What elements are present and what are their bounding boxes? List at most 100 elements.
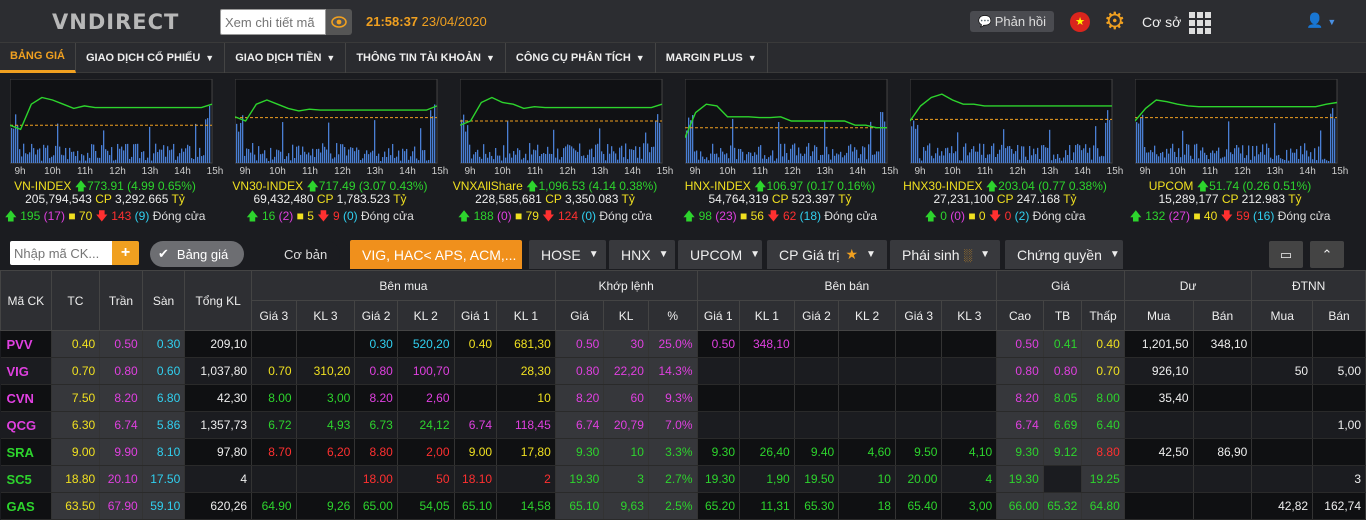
stock-detail-search-input[interactable] [220, 9, 326, 35]
volume-bar [420, 128, 422, 163]
menu-item-5[interactable]: MARGIN PLUS ▼ [656, 42, 768, 73]
menu-item-4[interactable]: CÔNG CỤ PHÂN TÍCH ▼ [506, 42, 656, 73]
vndirect-logo[interactable]: VNDIRECT [52, 10, 180, 34]
x-tick-label: 13h [592, 166, 609, 177]
tab-3[interactable]: UPCOM ▼ [678, 240, 762, 269]
table-row[interactable]: VIG 0.70 0.80 0.60 1,037,80 0.70 310,20 0.80 100… [0, 357, 1366, 385]
volume-bar [880, 111, 882, 163]
volume-bar [513, 151, 515, 163]
add-stock-button[interactable]: + [112, 241, 139, 265]
column-header[interactable]: KL 1 [496, 300, 556, 331]
column-header[interactable]: Giá 1 [696, 300, 741, 331]
table-row[interactable]: SRA 9.00 9.90 8.10 97,80 8.70 6,20 8.80 2,00 9.00… [0, 438, 1366, 466]
volume-bar [77, 150, 79, 163]
mode-label[interactable]: Cơ sở [1142, 14, 1182, 30]
tab-0[interactable]: VIG, HAC< APS, ACM,... [350, 240, 522, 269]
menu-item-1[interactable]: GIAO DỊCH CỔ PHIẾU ▼ [76, 42, 226, 73]
column-header[interactable]: KL 2 [838, 300, 896, 331]
stock-symbol[interactable]: VIG [0, 357, 52, 385]
column-header[interactable]: TB [1042, 300, 1083, 331]
stock-symbol[interactable]: PVV [0, 330, 52, 358]
table-cell: 1,00 [1312, 411, 1366, 439]
stock-code-input[interactable] [10, 241, 112, 265]
index-chart-5[interactable]: 9h 10h 11h 12h 13h 14h 15h UPCOM 🡅51.74 (0.26 0… [1130, 79, 1348, 229]
table-cell: 65.00 [354, 492, 398, 520]
column-header[interactable]: Mua [1251, 300, 1314, 331]
user-icon[interactable]: 👤 ▼ [1306, 12, 1337, 28]
feedback-button[interactable]: 💬 Phản hồi [970, 11, 1054, 32]
volume-bar [424, 150, 426, 163]
column-header[interactable]: Thấp [1081, 300, 1125, 331]
eye-icon[interactable] [326, 9, 352, 35]
menu-item-2[interactable]: GIAO DỊCH TIỀN ▼ [225, 42, 347, 73]
apps-grid-icon[interactable] [1189, 12, 1211, 34]
market-status: Đóng cửa [361, 209, 414, 223]
volume-bar [1184, 154, 1186, 163]
volume-bar [917, 124, 919, 163]
menu-item-0[interactable]: BẢNG GIÁ [0, 42, 76, 73]
stock-symbol[interactable]: GAS [0, 492, 52, 520]
view-toggle[interactable]: ✔ Bảng giá Cơ bản [150, 241, 340, 267]
column-header[interactable]: Bán [1192, 300, 1253, 331]
index-chart-1[interactable]: 9h 10h 11h 12h 13h 14h 15h VN30-INDEX 🡅717.49 (… [232, 79, 448, 229]
volume-bar [913, 120, 915, 163]
table-cell: 209,10 [184, 330, 253, 358]
column-header[interactable]: Giá 2 [354, 300, 398, 331]
column-header[interactable]: Giá [554, 300, 605, 331]
monitor-icon[interactable]: ▭ [1269, 241, 1303, 268]
column-header[interactable]: TC [50, 270, 101, 331]
table-row[interactable]: QCG 6.30 6.74 5.86 1,357,73 6.72 4,93 6.73 24,12… [0, 411, 1366, 439]
tab-1[interactable]: HOSE ▼ [529, 240, 606, 269]
toggle-basic[interactable]: Cơ bản [284, 247, 328, 262]
column-header[interactable]: KL 2 [396, 300, 455, 331]
column-header[interactable]: Giá 2 [793, 300, 840, 331]
column-header[interactable]: Giá 3 [251, 300, 297, 331]
tab-6[interactable]: Chứng quyền ▼ [1005, 240, 1123, 269]
table-row[interactable]: GAS 63.50 67.90 59.10 620,26 64.90 9,26 65.00 54… [0, 492, 1366, 520]
table-row[interactable]: CVN 7.50 8.20 6.80 42,30 8.00 3,00 8.20 2,60 10 8.… [0, 384, 1366, 412]
gear-icon[interactable]: ⚙ [1104, 8, 1126, 35]
table-cell: 3.3% [648, 438, 698, 466]
index-chart-0[interactable]: 9h 10h 11h 12h 13h 14h 15h VN-INDEX 🡅773.91 (4.… [5, 79, 223, 229]
tab-4[interactable]: CP Giá trị ★ ▼ [767, 240, 887, 269]
table-row[interactable]: SC5 18.80 20.10 17.50 4 18.00 50 18.10 2 19.30 3 2.… [0, 465, 1366, 493]
table-cell: 8.80 [1081, 438, 1125, 466]
table-cell: 6.74 [555, 411, 605, 439]
column-header[interactable]: KL 3 [295, 300, 356, 331]
vietnam-flag-icon[interactable]: ★ [1070, 12, 1090, 32]
column-header[interactable]: Tổng KL [184, 270, 253, 331]
index-chart-4[interactable]: 9h 10h 11h 12h 13h 14h 15h HNX30-INDEX 🡅203.04 … [903, 79, 1123, 229]
volume-bar [1095, 126, 1097, 163]
volume-bar [246, 148, 248, 163]
column-header[interactable]: Mã CK [0, 270, 52, 331]
stock-symbol[interactable]: SRA [0, 438, 52, 466]
index-chart-3[interactable]: 9h 10h 11h 12h 13h 14h 15h HNX-INDEX 🡅106.97 (0… [683, 79, 898, 229]
column-header[interactable]: Cao [996, 300, 1044, 331]
tab-5[interactable]: Phái sinh ░ ▼ [890, 240, 1000, 269]
menu-item-3[interactable]: THÔNG TIN TÀI KHOẢN ▼ [346, 42, 506, 73]
column-header[interactable]: Giá 1 [453, 300, 498, 331]
chevron-down-icon: ▼ [485, 52, 495, 63]
stock-symbol[interactable]: CVN [0, 384, 52, 412]
table-cell: 22,20 [603, 357, 649, 385]
volume-bar [1174, 151, 1176, 163]
column-header[interactable]: Sàn [141, 270, 186, 331]
table-cell: 9.50 [895, 438, 943, 466]
column-header[interactable]: % [647, 300, 698, 331]
table-row[interactable]: PVV 0.40 0.50 0.30 209,10 0.30 520,20 0.40 681,3… [0, 330, 1366, 358]
volume-bar [527, 160, 529, 163]
column-header[interactable]: Trần [99, 270, 143, 331]
stock-symbol[interactable]: QCG [0, 411, 52, 439]
tab-2[interactable]: HNX ▼ [609, 240, 675, 269]
menu-item-label: GIAO DỊCH TIỀN [235, 51, 322, 64]
index-chart-2[interactable]: 9h 10h 11h 12h 13h 14h 15h VNXAllShare 🡅1,096.5… [453, 79, 673, 229]
column-header[interactable]: KL 1 [739, 300, 795, 331]
column-header[interactable]: KL 3 [941, 300, 998, 331]
column-header[interactable]: Giá 3 [894, 300, 943, 331]
stock-symbol[interactable]: SC5 [0, 465, 52, 493]
toggle-price-board[interactable]: ✔ Bảng giá [150, 241, 244, 267]
column-header[interactable]: KL [603, 300, 649, 331]
column-header[interactable]: Mua [1123, 300, 1194, 331]
column-header[interactable]: Bán [1312, 300, 1366, 331]
collapse-up-icon[interactable]: ⌃ [1310, 241, 1344, 268]
